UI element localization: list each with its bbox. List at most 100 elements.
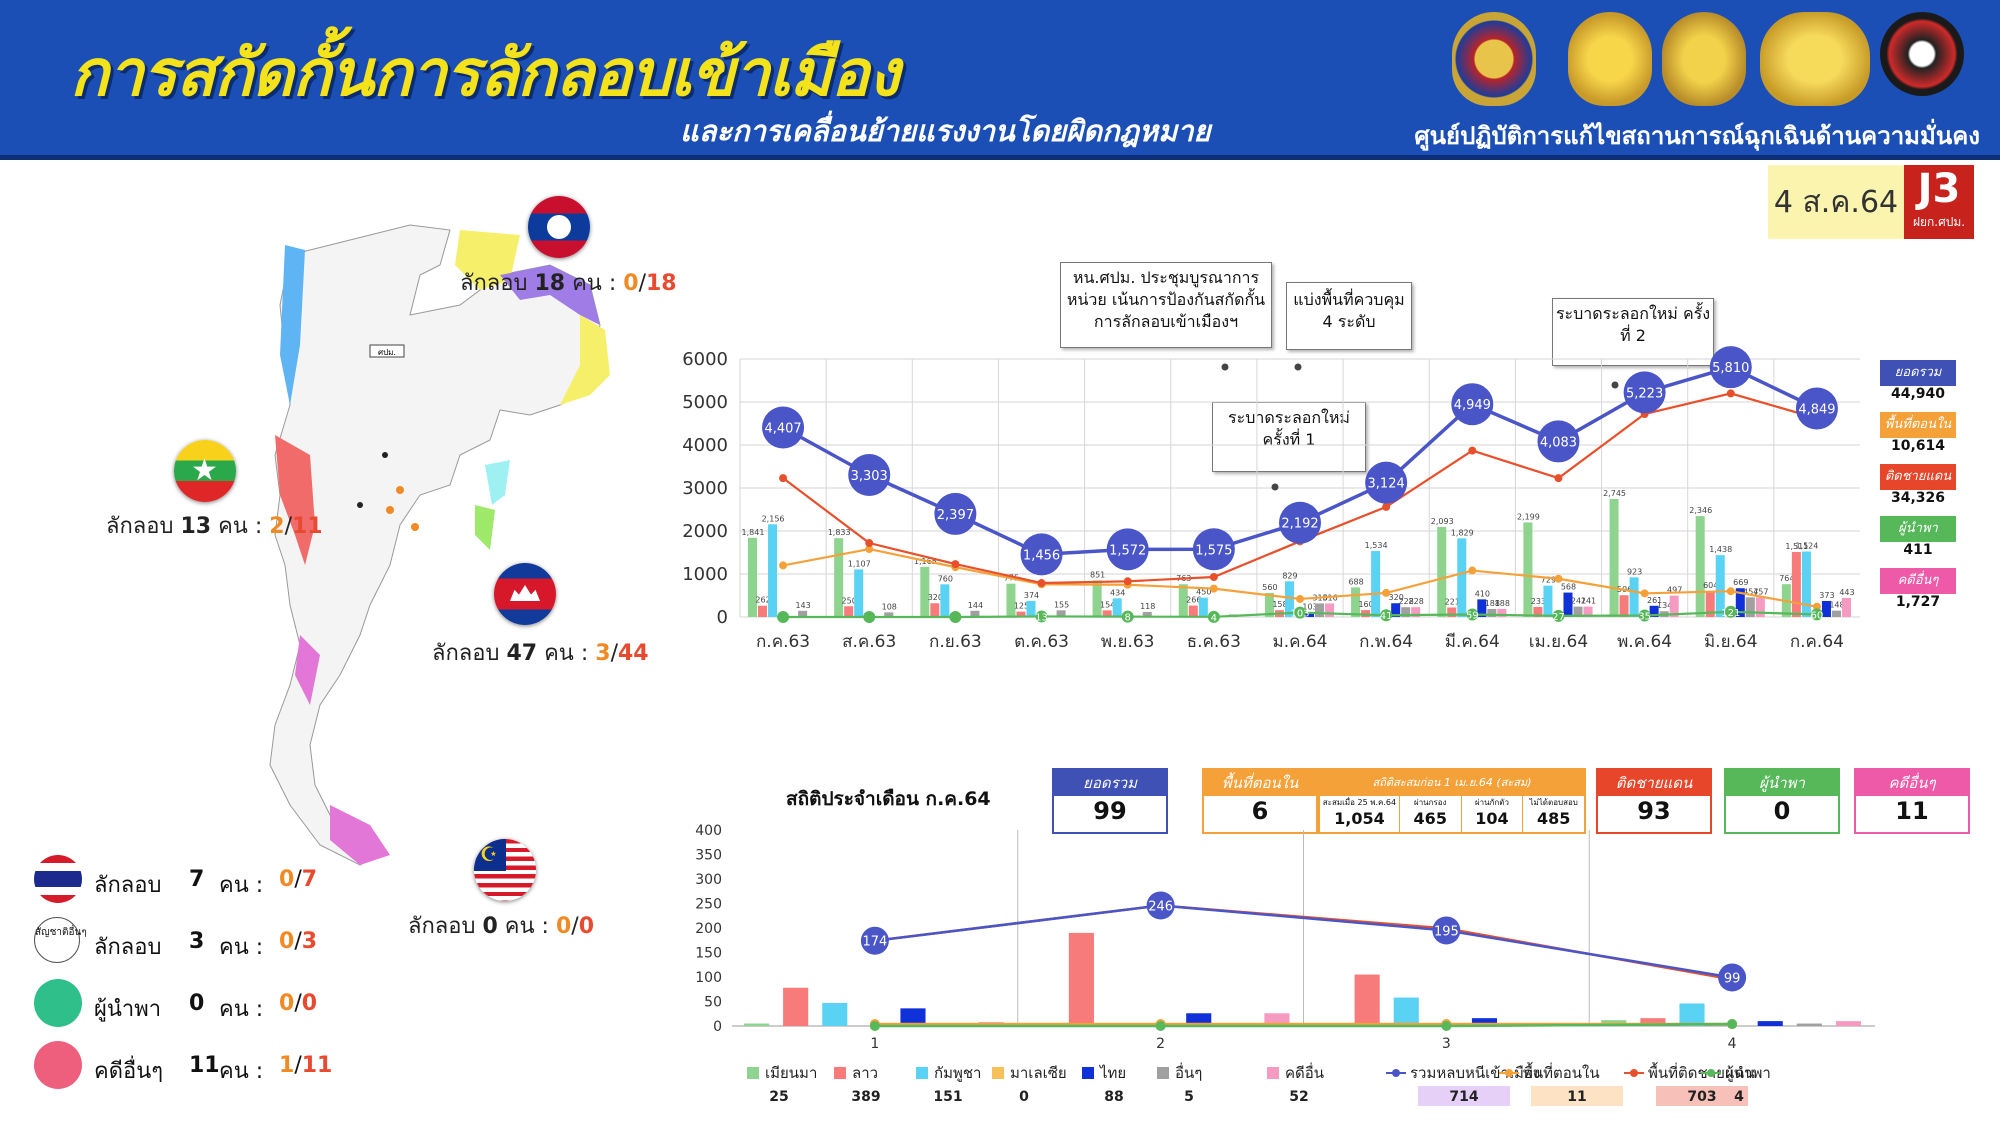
main-bar-label-0-7: 688 [1348,577,1363,586]
main-bar-1-1 [844,606,854,617]
page-title: การสกัดกั้นการลักลอบเข้าเมือง [70,37,900,111]
cambodia-flag-icon [494,563,556,625]
main-guide-label-9: 27 [1552,612,1565,623]
main-ytick-2: 2000 [682,521,728,542]
map-northeast-border-laos [500,265,600,325]
bottom-bar-2-2 [1393,997,1419,1026]
main-guide-marker-7 [1380,609,1393,622]
main-guide-marker-12 [1810,608,1823,621]
main-line-marker-2-7 [1382,588,1391,597]
main-line-marker-1-7 [1382,502,1391,511]
main-ytick-3: 3000 [682,478,728,499]
main-line-marker-2-9 [1554,574,1563,583]
main-bar-label-0-4: 851 [1090,570,1105,579]
bottom-total-marker-3 [1718,963,1747,992]
main-guide-marker-10 [1638,609,1651,622]
main-bar-2-9 [1543,585,1553,617]
main-bar-1-3 [1016,611,1026,617]
total-inner-label: พื้นที่ตอนใน [1880,412,1956,438]
bottom-line-marker-3-0 [869,1021,880,1031]
legend-other-count: 3 [189,929,205,954]
main-total-label-6: 2,192 [1281,517,1318,532]
stat-cum-col-4: ไม่ได้ตอบสอบ 485 [1523,796,1584,832]
main-total-label-9: 4,083 [1540,435,1577,450]
callout-meeting: หน.ศปม. ประชุมบูรณาการหน่วย เน้นการป้องก… [1060,262,1272,348]
main-bar-label-2-8: 1,829 [1451,528,1474,537]
main-bar-2-7 [1371,551,1381,617]
main-bar-label-5-3: 155 [1054,600,1069,609]
bottom-ytick-8: 400 [695,823,722,839]
bottom-line-marker-3-3 [1727,1019,1738,1030]
bottom-bar-4-2 [1471,1018,1498,1026]
main-bar-2-8 [1457,538,1467,617]
legend-other-unit: คน : [219,935,264,960]
main-bar-label-2-11: 1,438 [1709,545,1732,554]
total-border: ติดชายแดน 34,326 [1880,464,1956,506]
main-total-marker-11 [1709,346,1752,389]
bottom-total-label-1: 246 [1148,899,1173,914]
stat-cum-col-3: ผ่านกักตัว 104 [1462,796,1524,832]
legend-total-2: 151 [933,1089,962,1105]
main-total-marker-6 [1279,501,1321,544]
main-bar-1-2 [930,603,940,617]
bottom-ytick-6: 300 [695,872,722,888]
police-emblem-icon [1880,12,1964,96]
bottom-total-marker-0 [860,926,889,955]
legend-total-0: 25 [769,1089,788,1105]
main-bar-5-4 [1142,611,1152,617]
bottom-bar-6-3 [1835,1021,1861,1026]
bottom-xtick-3: 4 [1728,1036,1737,1052]
bottom-xtick-2: 3 [1442,1036,1451,1052]
legend-guide-count: 0 [189,991,205,1016]
main-bar-4-11 [1735,588,1745,617]
map-south-west-coast [295,635,320,705]
legend-total-7: 714 [1449,1089,1478,1105]
main-bar-label-1-5: 266 [1186,596,1201,605]
total-inner: พื้นที่ตอนใน 10,614 [1880,412,1956,454]
main-bar-4-7 [1391,603,1401,617]
main-bar-0-9 [1523,522,1533,617]
main-bar-6-11 [1755,597,1765,617]
main-bar-5-3 [1056,610,1066,617]
stat-guide: ผู้นำพา 0 [1724,768,1840,834]
main-bar-1-0 [758,605,768,617]
total-guide-value: 411 [1903,542,1933,558]
stat-guide-label: ผู้นำพา [1726,770,1838,796]
laos-unit: คน : [572,271,617,296]
legend-guide-b: 0 [301,991,318,1016]
main-bar-label-4-6: 103 [1302,603,1317,612]
bottom-bar-0-0 [744,1023,770,1026]
bottom-line-0 [874,904,1733,979]
main-total-marker-10 [1623,371,1666,414]
main-line-marker-1-2 [951,560,960,569]
total-guide-label: ผู้นำพา [1880,516,1956,542]
main-bar-label-6-12: 443 [1839,588,1854,597]
legend-total-bg-9 [1656,1086,1748,1106]
stat-inner: พื้นที่ตอนใน 6 [1202,768,1318,834]
thai-flag-icon [34,855,82,903]
header-banner: การสกัดกั้นการลักลอบเข้าเมือง และการเคลื… [0,0,2000,160]
legend-total-4: 88 [1104,1089,1123,1105]
main-bar-1-11 [1705,591,1715,617]
myanmar-ratio-a: 2 [269,514,285,539]
map-east-border-laos [560,315,610,405]
legend-cases-unit: คน : [219,1059,264,1084]
code-sublabel: ฝยก.ศปม. [1912,215,1966,229]
stat-border-value: 93 [1598,796,1710,826]
main-bar-0-10 [1609,498,1619,617]
total-all: ยอดรวม 44,940 [1880,360,1956,402]
main-guide-marker-8 [1466,608,1479,621]
main-xtick-0: ก.ค.63 [756,632,810,652]
main-total-marker-3 [1020,533,1063,576]
laos-ratio-b: 18 [646,271,677,296]
legend-dot-9 [1630,1069,1638,1077]
main-bar-label-6-11: 457 [1753,587,1768,596]
main-bar-label-1-8: 221 [1445,597,1460,606]
stat-border: ติดชายแดน 93 [1596,768,1712,834]
main-line-marker-1-0 [779,474,788,483]
myanmar-label: ลักลอบ [106,514,174,539]
stat-cumulative: สถิติสะสมก่อน 1 เม.ย.64 (สะสม) สะสมเมื่อ… [1318,768,1586,834]
main-bar-label-2-1: 1,107 [848,559,871,568]
main-xtick-5: ธ.ค.63 [1187,632,1241,652]
main-total-marker-2 [934,492,977,535]
